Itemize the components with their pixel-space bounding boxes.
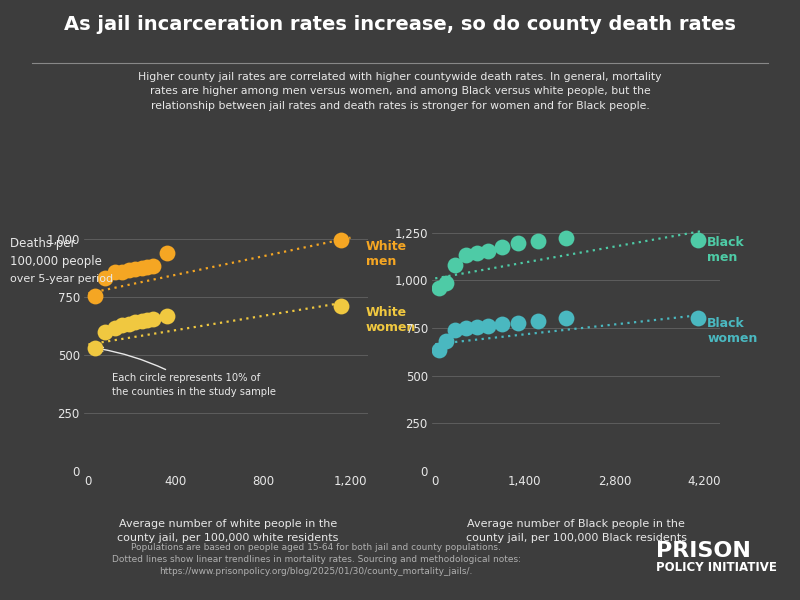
Text: Each circle represents 10% of
the counties in the study sample: Each circle represents 10% of the counti… xyxy=(99,347,277,397)
Point xyxy=(98,328,111,337)
Point xyxy=(470,248,483,257)
Text: Average number of Black people in the
county jail, per 100,000 Black residents: Average number of Black people in the co… xyxy=(466,519,686,543)
Text: POLICY INITIATIVE: POLICY INITIATIVE xyxy=(656,561,777,574)
Point xyxy=(129,264,142,274)
Point xyxy=(432,283,445,293)
Text: Populations are based on people aged 15-64 for both jail and county populations.: Populations are based on people aged 15-… xyxy=(111,542,521,576)
Point xyxy=(161,248,174,257)
Point xyxy=(135,316,148,325)
Point xyxy=(482,246,494,256)
Point xyxy=(129,317,142,327)
Point xyxy=(482,321,494,331)
Point xyxy=(334,301,347,310)
Text: PRISON: PRISON xyxy=(656,541,751,561)
Text: White
women: White women xyxy=(366,305,416,334)
Text: Black
men: Black men xyxy=(707,236,745,265)
Point xyxy=(512,319,525,328)
Point xyxy=(449,260,462,270)
Point xyxy=(108,323,121,332)
Text: White
men: White men xyxy=(366,239,407,268)
Point xyxy=(135,263,148,272)
Point xyxy=(432,345,445,355)
Text: Average number of white people in the
county jail, per 100,000 white residents: Average number of white people in the co… xyxy=(118,519,338,543)
Point xyxy=(122,265,135,275)
Point xyxy=(146,314,159,324)
Point xyxy=(449,325,462,335)
Text: Higher county jail rates are correlated with higher countywide death rates. In g: Higher county jail rates are correlated … xyxy=(138,72,662,111)
Point xyxy=(459,323,472,333)
Point xyxy=(89,343,102,353)
Point xyxy=(459,251,472,260)
Point xyxy=(531,316,544,326)
Point xyxy=(470,322,483,332)
Text: 100,000 people: 100,000 people xyxy=(10,254,102,268)
Point xyxy=(116,320,129,330)
Point xyxy=(691,235,704,245)
Text: Deaths per: Deaths per xyxy=(10,236,75,250)
Point xyxy=(334,235,347,244)
Point xyxy=(89,292,102,301)
Text: Black
women: Black women xyxy=(707,317,758,344)
Text: As jail incarceration rates increase, so do county death rates: As jail incarceration rates increase, so… xyxy=(64,15,736,34)
Point xyxy=(108,268,121,277)
Point xyxy=(496,242,509,252)
Point xyxy=(496,319,509,329)
Point xyxy=(141,315,154,325)
Point xyxy=(439,337,452,346)
Point xyxy=(560,233,573,243)
Text: over 5-year period: over 5-year period xyxy=(10,274,113,284)
Point xyxy=(98,273,111,283)
Point xyxy=(691,314,704,323)
Point xyxy=(116,267,129,277)
Point xyxy=(531,236,544,246)
Point xyxy=(161,311,174,321)
Point xyxy=(122,319,135,329)
Point xyxy=(560,314,573,323)
Point xyxy=(146,261,159,271)
Point xyxy=(141,262,154,271)
Point xyxy=(512,238,525,248)
Point xyxy=(439,278,452,288)
